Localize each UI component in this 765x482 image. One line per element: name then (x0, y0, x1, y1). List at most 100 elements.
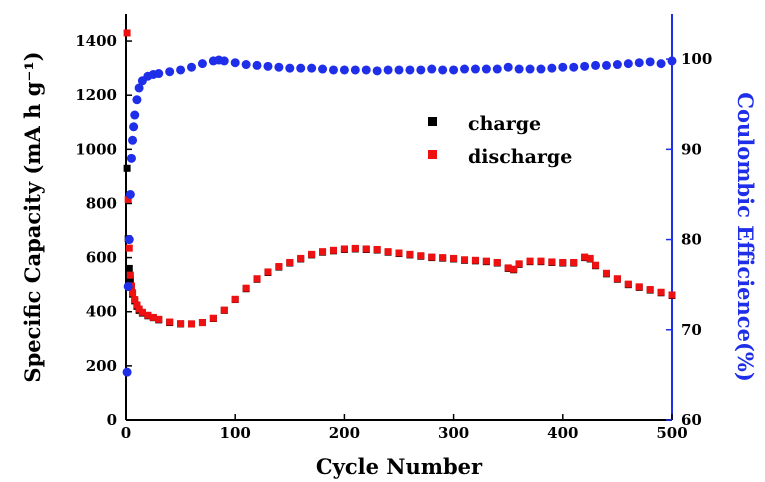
efficiency-point (132, 95, 142, 105)
efficiency-point (241, 60, 251, 70)
efficiency-point (187, 62, 197, 72)
discharge-point (384, 248, 392, 256)
charge-point (125, 264, 133, 272)
y-left-tick-label: 400 (86, 303, 117, 321)
discharge-point (428, 253, 436, 261)
discharge-point (220, 306, 228, 314)
discharge-point (537, 257, 545, 265)
y-axis-right-title: Coulombic Efficience(%) (733, 92, 758, 382)
x-ticks: 0 100 200 300 400 500 (121, 414, 688, 442)
efficiency-point (154, 69, 164, 79)
discharge-point (510, 265, 518, 273)
efficiency-point (460, 64, 470, 74)
legend-marker-charge (428, 117, 437, 126)
plot-frame (125, 14, 673, 421)
y-left-tick-label: 800 (86, 194, 117, 212)
efficiency-point (296, 63, 306, 73)
series-efficiency (122, 55, 677, 377)
discharge-point (308, 250, 316, 258)
y-right-tick-label: 90 (681, 140, 702, 158)
efficiency-point (481, 64, 491, 74)
series-charge (123, 164, 676, 328)
efficiency-point (197, 59, 207, 69)
efficiency-point (416, 65, 426, 75)
discharge-point (406, 250, 414, 258)
efficiency-point (438, 65, 448, 75)
legend: charge discharge (428, 113, 572, 168)
efficiency-point (558, 62, 568, 72)
efficiency-point (307, 63, 317, 73)
discharge-point (482, 257, 490, 265)
efficiency-point (612, 60, 622, 70)
discharge-point (264, 268, 272, 276)
discharge-point (613, 275, 621, 283)
discharge-point (144, 311, 152, 319)
discharge-point (646, 286, 654, 294)
discharge-point (209, 314, 217, 322)
discharge-point (149, 313, 157, 321)
y-left-tick-label: 1000 (75, 140, 117, 158)
discharge-point (188, 320, 196, 328)
discharge-point (439, 254, 447, 262)
efficiency-point (128, 135, 138, 145)
x-tick-label: 500 (656, 424, 687, 442)
x-tick-label: 0 (121, 424, 131, 442)
y-left-tick-label: 1200 (75, 86, 117, 104)
discharge-point (602, 269, 610, 277)
efficiency-point (361, 65, 371, 75)
efficiency-point (165, 67, 175, 77)
efficiency-point (124, 235, 134, 245)
discharge-point (297, 254, 305, 262)
discharge-point (329, 246, 337, 254)
discharge-point (592, 261, 600, 269)
y-right-tick-label: 80 (681, 231, 702, 249)
discharge-point (395, 249, 403, 257)
discharge-point (124, 195, 132, 203)
efficiency-point (634, 58, 644, 68)
discharge-point (471, 256, 479, 264)
y-right-tick-label: 70 (681, 321, 702, 339)
discharge-point (559, 258, 567, 266)
efficiency-point (503, 62, 513, 72)
efficiency-point (125, 189, 135, 199)
efficiency-point (252, 60, 262, 70)
efficiency-point (122, 367, 132, 377)
discharge-point (129, 289, 137, 297)
efficiency-point (350, 65, 360, 75)
efficiency-point (176, 65, 186, 75)
discharge-point (417, 252, 425, 260)
discharge-point (570, 258, 578, 266)
discharge-point (340, 245, 348, 253)
series-layer (122, 29, 677, 377)
legend-label-charge: charge (468, 113, 541, 135)
charge-point (123, 164, 131, 172)
discharge-point (504, 264, 512, 272)
discharge-point (126, 271, 134, 279)
discharge-point (286, 258, 294, 266)
efficiency-point (274, 62, 284, 72)
discharge-point (242, 284, 250, 292)
efficiency-point (525, 64, 535, 74)
discharge-point (198, 319, 206, 327)
x-tick-label: 100 (220, 424, 251, 442)
discharge-point (138, 308, 146, 316)
discharge-point (253, 275, 261, 283)
y-ticks-right: 60 70 80 90 100 (666, 50, 712, 429)
y-right-tick-label: 60 (681, 411, 702, 429)
x-tick-label: 300 (438, 424, 469, 442)
discharge-point (548, 258, 556, 266)
efficiency-point (601, 60, 611, 70)
discharge-point (657, 288, 665, 296)
efficiency-point (492, 64, 502, 74)
discharge-point (635, 283, 643, 291)
discharge-point (450, 254, 458, 262)
efficiency-point (134, 83, 144, 93)
discharge-point (515, 260, 523, 268)
discharge-point (586, 254, 594, 262)
y-left-tick-label: 0 (107, 411, 117, 429)
efficiency-point (372, 66, 382, 76)
x-tick-label: 400 (547, 424, 578, 442)
efficiency-point (449, 65, 459, 75)
y-left-tick-label: 1400 (75, 32, 117, 50)
discharge-point (493, 258, 501, 266)
